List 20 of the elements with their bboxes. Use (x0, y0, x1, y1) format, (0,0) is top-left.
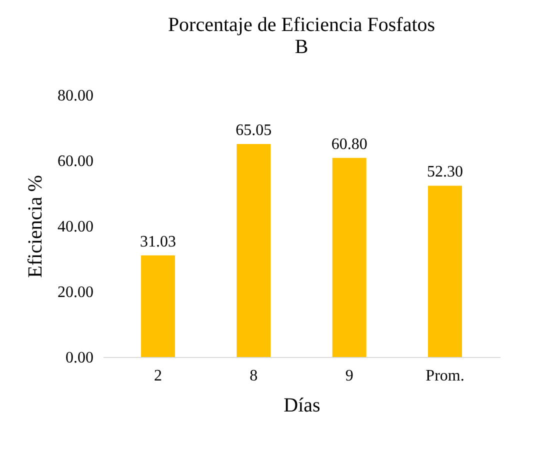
bar (332, 158, 366, 357)
y-tick-label: 0.00 (66, 350, 94, 366)
x-tick-label: 8 (250, 368, 258, 384)
data-label: 31.03 (140, 233, 176, 250)
y-tick-label: 40.00 (58, 218, 94, 236)
y-tick-label: 20.00 (58, 284, 94, 301)
data-label: 60.80 (331, 136, 368, 153)
data-label: 65.05 (236, 122, 272, 139)
chart-title: Porcentaje de Eficiencia Fosfatos B (168, 14, 436, 58)
bar (236, 144, 271, 357)
y-tick-label: 60.00 (58, 153, 94, 170)
x-tick-label: Prom. (426, 368, 464, 384)
y-tick-label: 80.00 (58, 88, 94, 104)
x-axis-title: Días (284, 394, 321, 416)
y-axis-title: Eficiencia % (24, 175, 46, 278)
data-label: 52.30 (426, 164, 463, 181)
x-tick-label: 9 (345, 368, 354, 384)
bar (428, 186, 462, 357)
x-tick-label: 2 (154, 368, 162, 384)
bar (141, 255, 176, 357)
